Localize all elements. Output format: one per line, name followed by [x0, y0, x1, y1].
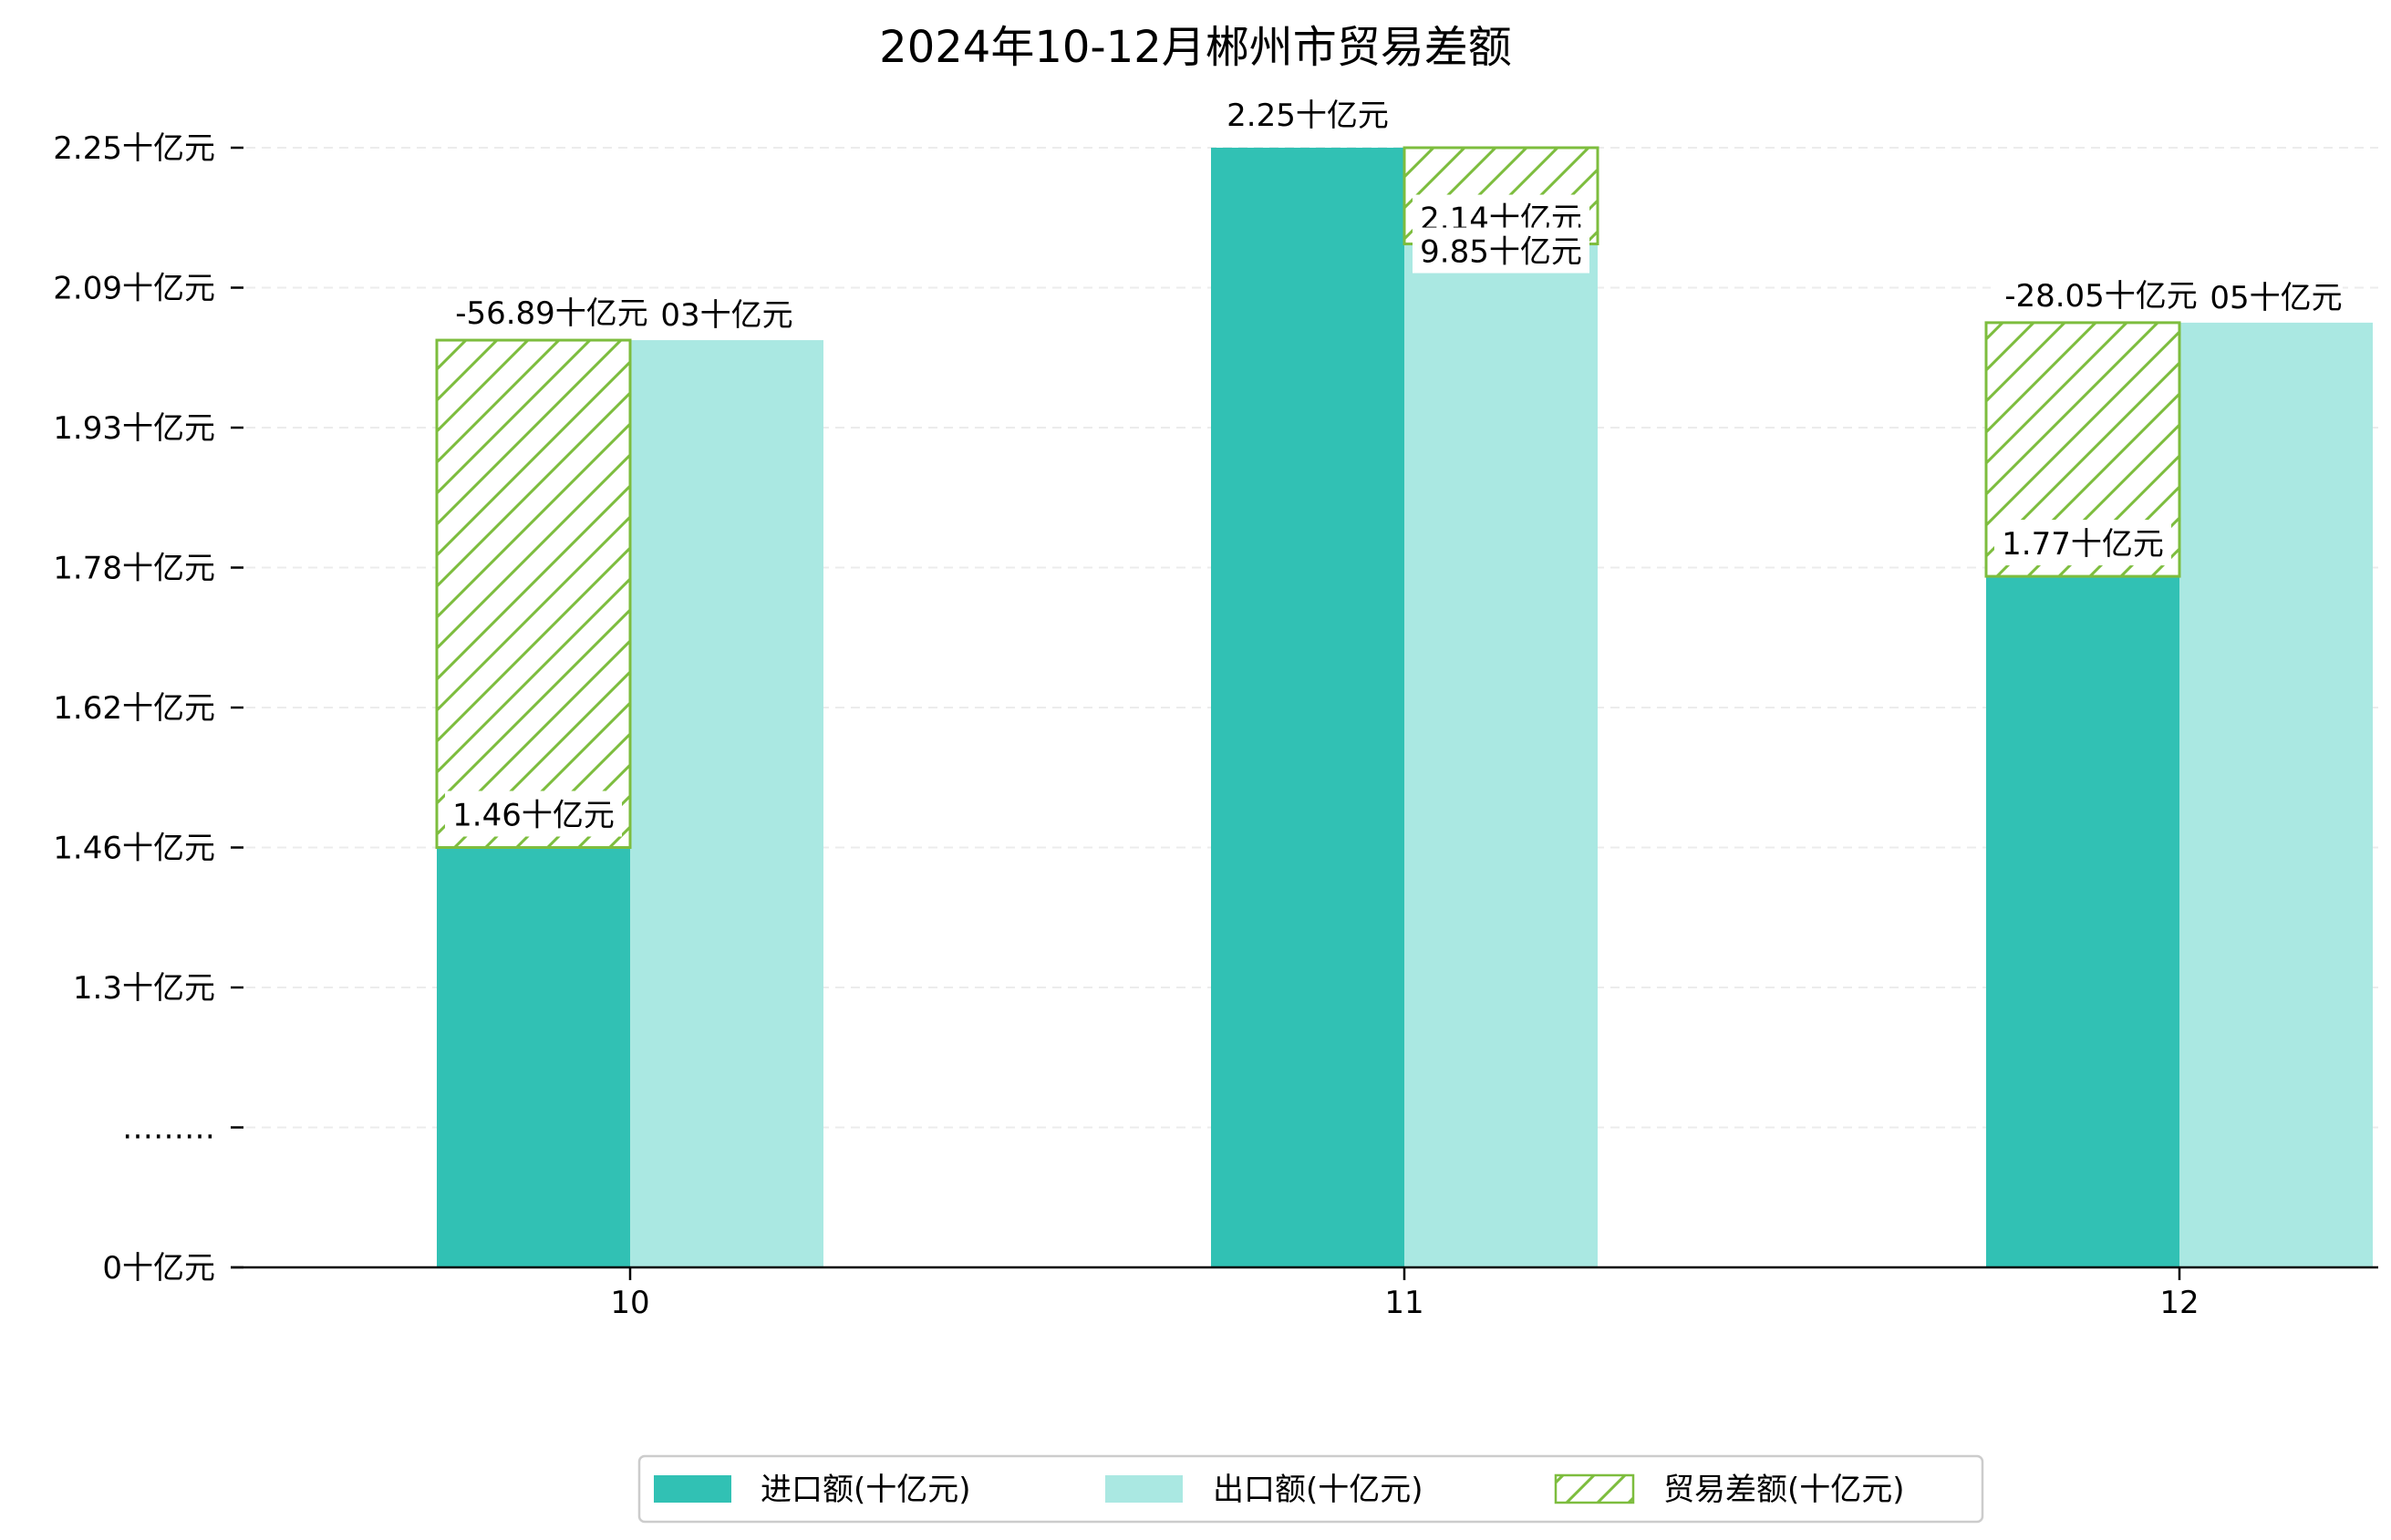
label-import-bg: [1219, 91, 1396, 137]
label-export: 05十亿元: [2210, 280, 2342, 316]
bars: [435, 146, 2373, 1267]
label-balance-bg: [1413, 227, 1589, 274]
label-import-bg: [445, 791, 622, 837]
y-tick-label: 1.78十亿元: [53, 551, 215, 587]
bar-import: [1211, 148, 1404, 1267]
label-balance: -28.05十亿元: [2004, 278, 2198, 315]
x-tick-label: 11: [1384, 1285, 1423, 1321]
legend: 进口额(十亿元) 出口额(十亿元) 贸易差额(十亿元): [637, 1454, 1984, 1524]
y-tick-label: 1.93十亿元: [53, 410, 215, 447]
y-tick-label: 1.46十亿元: [53, 831, 215, 867]
y-tick-label: ………: [122, 1111, 215, 1147]
label-import-bg: [1994, 520, 2171, 566]
legend-label-import: 进口额(十亿元): [761, 1472, 971, 1508]
label-export-bg: [2210, 273, 2343, 319]
label-export-bg: [660, 291, 793, 337]
label-balance: -56.89十亿元: [455, 295, 648, 332]
legend-label-balance: 贸易差额(十亿元): [1663, 1472, 1905, 1508]
y-tick-label: 1.62十亿元: [53, 690, 215, 727]
y-axis-ticks: 0十亿元 ……… 1.3十亿元 1.46十亿元 1.62十亿元 1.78十亿元 1.93十亿…: [53, 130, 243, 1287]
bar-export: [1404, 243, 1598, 1267]
legend-swatch-balance: [1554, 1473, 1635, 1504]
label-import: 2.25十亿元: [1227, 98, 1389, 134]
label-balance-bg: [441, 289, 662, 336]
label-import: 1.77十亿元: [2002, 526, 2164, 563]
bar-import: [1986, 576, 2179, 1267]
x-axis-ticks: 10 11 12: [610, 1267, 2200, 1321]
data-labels: 03十亿元1.46十亿元-56.89十亿元2.14十亿元2.25十亿元9.85十…: [441, 91, 2343, 837]
y-tick-label: 2.09十亿元: [53, 271, 215, 307]
y-tick-label: 1.3十亿元: [73, 970, 215, 1007]
y-tick-label: 0十亿元: [102, 1250, 215, 1287]
legend-label-export: 出口额(十亿元): [1213, 1472, 1423, 1508]
chart-title: 2024年10-12月郴州市贸易差额: [879, 22, 1512, 73]
label-balance-bg: [1991, 271, 2211, 317]
label-import: 1.46十亿元: [452, 798, 615, 834]
legend-frame: [637, 1454, 1984, 1524]
x-tick-label: 12: [2159, 1285, 2199, 1321]
bar-balance: [435, 338, 632, 849]
bar-export: [2179, 322, 2373, 1267]
label-export: 03十亿元: [660, 297, 792, 334]
x-tick-label: 10: [610, 1285, 649, 1321]
label-balance: 9.85十亿元: [1420, 234, 1582, 271]
legend-swatch-import: [654, 1475, 731, 1503]
y-tick-label: 2.25十亿元: [53, 130, 215, 167]
bar-export: [630, 340, 823, 1267]
bar-import: [437, 847, 630, 1267]
legend-swatch-export: [1105, 1475, 1183, 1503]
